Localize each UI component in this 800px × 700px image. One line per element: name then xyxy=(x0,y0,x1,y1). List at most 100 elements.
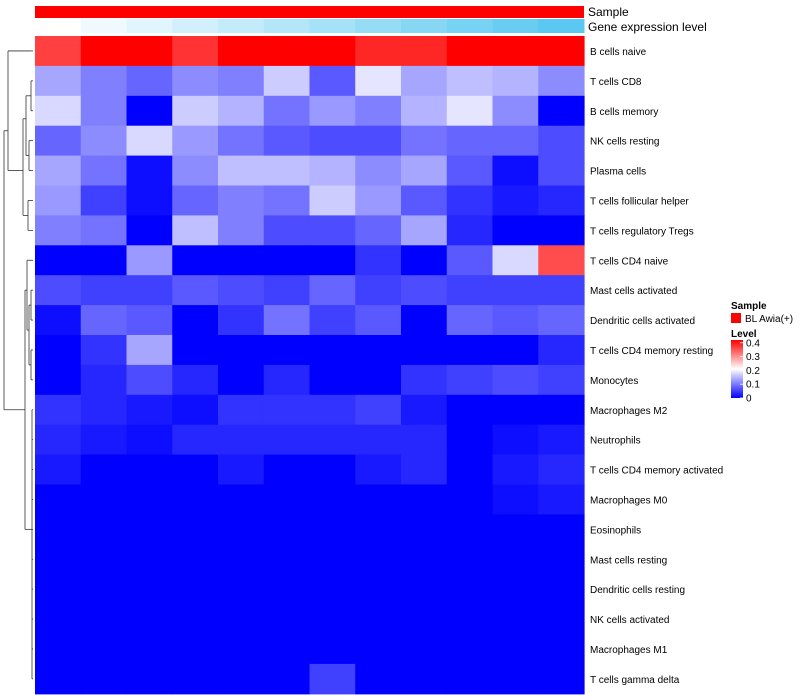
heatmap-cell xyxy=(492,65,539,97)
heatmap-cell xyxy=(35,335,82,366)
heatmap-cell xyxy=(172,155,219,187)
heatmap-cell xyxy=(309,394,356,426)
heatmap-cell xyxy=(263,364,311,396)
heatmap-cell xyxy=(35,364,82,396)
heatmap-cell xyxy=(492,36,539,67)
heatmap-cell xyxy=(309,574,356,605)
annotation-expression-cell xyxy=(218,19,265,33)
heatmap-cell xyxy=(446,364,494,396)
heatmap-cell xyxy=(401,364,448,396)
heatmap-cell xyxy=(538,484,585,515)
row-label: T cells regulatory Tregs xyxy=(590,226,694,237)
heatmap-cell xyxy=(263,155,311,187)
heatmap-cell xyxy=(218,275,265,306)
row-label: Macrophages M0 xyxy=(590,495,668,506)
row-label: T cells CD4 naive xyxy=(590,256,669,267)
legend-tick-label: 0.4 xyxy=(746,338,760,349)
heatmap-cell xyxy=(401,185,448,216)
heatmap-cell xyxy=(263,275,311,306)
row-label: Neutrophils xyxy=(590,436,641,447)
heatmap-cell xyxy=(309,364,356,396)
heatmap-cell xyxy=(172,454,219,486)
heatmap-cell xyxy=(355,484,402,515)
heatmap-cell xyxy=(492,245,539,276)
heatmap-cell xyxy=(35,484,82,515)
heatmap-cell xyxy=(172,245,219,276)
heatmap-cell xyxy=(35,215,82,246)
heatmap-cell xyxy=(538,65,585,97)
heatmap-cell xyxy=(309,155,356,187)
heatmap-cell xyxy=(80,155,128,187)
heatmap-cell xyxy=(446,604,494,635)
heatmap-cell xyxy=(80,484,128,515)
heatmap-cell xyxy=(80,125,128,157)
heatmap-cell xyxy=(35,454,82,486)
heatmap-cell xyxy=(446,514,494,545)
heatmap-cell xyxy=(35,634,82,665)
heatmap-cell xyxy=(309,305,356,336)
row-label: B cells memory xyxy=(590,107,658,118)
heatmap-cell xyxy=(538,454,585,486)
annotation-expression-cell xyxy=(126,19,173,33)
heatmap-cell xyxy=(309,514,356,545)
heatmap-cell xyxy=(492,185,539,216)
heatmap-cell xyxy=(401,394,448,426)
heatmap-cell xyxy=(35,185,82,216)
heatmap-cell xyxy=(172,424,219,456)
row-label: Dendritic cells activated xyxy=(590,316,695,327)
heatmap-cell xyxy=(263,454,311,486)
heatmap-cell xyxy=(355,574,402,605)
heatmap-cell xyxy=(35,394,82,426)
heatmap-cell xyxy=(355,514,402,545)
annotation-expression-cell xyxy=(35,19,82,33)
heatmap-cell xyxy=(126,215,173,246)
heatmap-cell xyxy=(263,215,311,246)
heatmap-cell xyxy=(538,245,585,276)
heatmap-cell xyxy=(263,484,311,515)
heatmap-cell xyxy=(218,604,265,635)
row-label: Plasma cells xyxy=(590,167,646,178)
heatmap-cell xyxy=(492,305,539,336)
heatmap-cell xyxy=(401,36,448,67)
heatmap-cell xyxy=(355,424,402,456)
heatmap-cell xyxy=(492,364,539,396)
heatmap-cell xyxy=(492,574,539,605)
heatmap-cell xyxy=(172,95,219,127)
heatmap-cell xyxy=(80,335,128,366)
heatmap-cell xyxy=(80,663,128,695)
heatmap-cell xyxy=(35,544,82,575)
heatmap-cell xyxy=(446,215,494,246)
heatmap-cell xyxy=(446,663,494,695)
heatmap-cell xyxy=(80,215,128,246)
heatmap-cell xyxy=(126,394,173,426)
heatmap-cell xyxy=(218,484,265,515)
heatmap-cell xyxy=(263,125,311,157)
heatmap-cell xyxy=(492,95,539,127)
heatmap-cell xyxy=(309,484,356,515)
heatmap-cell xyxy=(492,125,539,157)
heatmap-cell xyxy=(126,514,173,545)
heatmap-cell xyxy=(446,544,494,575)
heatmap-cell xyxy=(218,215,265,246)
heatmap-cell xyxy=(126,544,173,575)
heatmap-cell xyxy=(172,604,219,635)
heatmap-cell xyxy=(35,36,82,67)
row-label: Macrophages M1 xyxy=(590,645,668,656)
heatmap-cell xyxy=(355,95,402,127)
heatmap-cell xyxy=(401,574,448,605)
heatmap-cell xyxy=(355,125,402,157)
heatmap-cell xyxy=(218,663,265,695)
heatmap-cell xyxy=(218,394,265,426)
annotation-expression-cell xyxy=(446,19,493,33)
heatmap-cell xyxy=(172,394,219,426)
heatmap-cell xyxy=(126,95,173,127)
heatmap-cell xyxy=(309,95,356,127)
heatmap-cell xyxy=(218,305,265,336)
heatmap-cell xyxy=(263,335,311,366)
heatmap-cell xyxy=(355,364,402,396)
heatmap-cell xyxy=(35,663,82,695)
heatmap-cell xyxy=(126,36,173,67)
heatmap-cell xyxy=(446,424,494,456)
